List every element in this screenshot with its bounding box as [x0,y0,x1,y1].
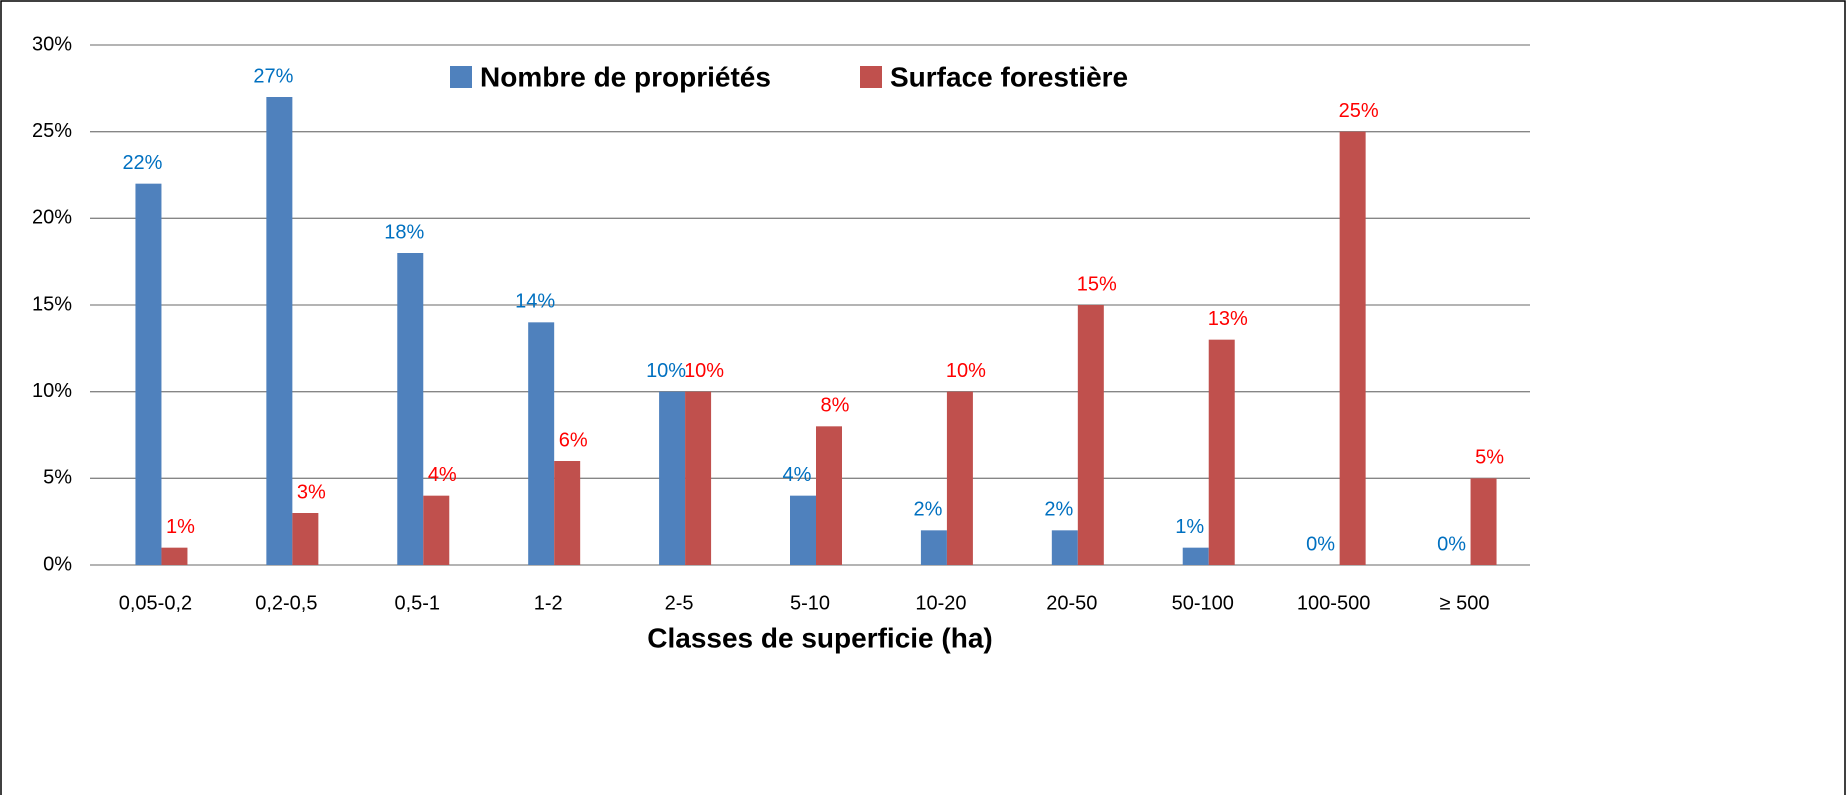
y-tick-label: 25% [32,120,72,142]
data-label: 5% [1475,447,1504,469]
x-axis-label: Classes de superficie (ha) [647,622,992,653]
legend-swatch [450,66,472,88]
bar [161,547,188,565]
data-label: 1% [166,516,195,538]
y-tick-label: 15% [32,293,72,315]
data-label: 2% [913,499,942,521]
data-label: 14% [515,291,555,313]
legend-label: Surface forestière [890,61,1128,92]
legend-swatch [860,66,882,88]
bar [1077,305,1104,565]
data-label: 3% [297,481,326,503]
bar [554,461,581,565]
x-tick-label: 10-20 [915,592,966,614]
bar [685,391,712,565]
bar [423,495,450,565]
data-label: 22% [122,152,162,174]
data-label: 4% [428,464,457,486]
x-tick-label: 20-50 [1046,592,1097,614]
bar [1339,131,1366,565]
x-tick-label: 1-2 [534,592,563,614]
x-tick-label: 5-10 [790,592,830,614]
bar [266,97,293,565]
bar [397,253,424,565]
bar [528,322,555,565]
x-tick-label: 50-100 [1172,592,1234,614]
bar [1208,339,1235,565]
bar [659,391,686,565]
y-tick-label: 5% [43,467,72,489]
data-label: 0% [1437,533,1466,555]
bar [816,426,842,565]
data-label: 10% [646,360,686,382]
bar [292,513,319,565]
x-tick-label: 0,05-0,2 [119,592,192,614]
data-label: 25% [1339,100,1379,122]
data-label: 13% [1208,308,1248,330]
data-label: 4% [783,464,812,486]
x-tick-label: ≥ 500 [1440,592,1490,614]
x-tick-label: 2-5 [665,592,694,614]
y-tick-label: 10% [32,380,72,402]
bar [790,495,816,565]
x-tick-label: 0,2-0,5 [255,592,317,614]
data-label: 10% [946,360,986,382]
data-label: 15% [1077,273,1117,295]
legend-label: Nombre de propriétés [480,61,771,92]
bar [1051,530,1078,565]
bar [946,391,973,565]
bar [920,530,947,565]
data-label: 27% [253,65,293,87]
y-tick-label: 20% [32,207,72,229]
y-tick-label: 30% [32,33,72,55]
data-label: 6% [559,429,588,451]
bar [135,183,162,565]
data-label: 2% [1044,499,1073,521]
x-tick-label: 0,5-1 [394,592,440,614]
data-label: 8% [821,395,850,417]
y-tick-label: 0% [43,553,72,575]
bar [1470,478,1497,565]
bar [1182,547,1209,565]
data-label: 0% [1306,533,1335,555]
data-label: 18% [384,221,424,243]
data-label: 10% [684,360,724,382]
data-label: 1% [1175,516,1204,538]
x-tick-label: 100-500 [1297,592,1370,614]
